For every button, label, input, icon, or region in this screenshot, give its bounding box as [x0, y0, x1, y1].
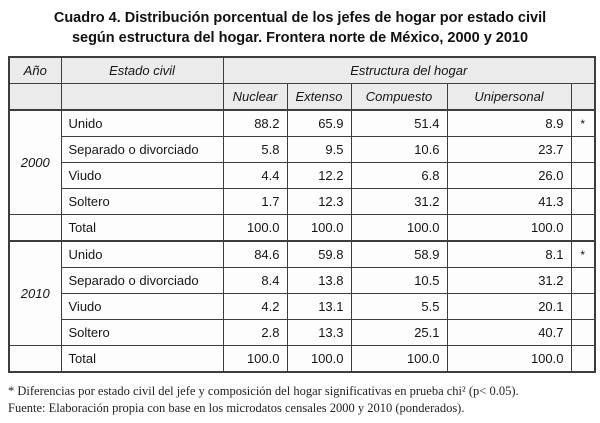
marital-status-label: Separado o divorciado — [60, 267, 224, 294]
data-table: Año Estado civil Estructura del hogar Nu… — [8, 56, 596, 373]
total-label: Total — [60, 214, 224, 242]
total-extenso: 100.0 — [286, 214, 352, 242]
value-compuesto: 10.5 — [350, 267, 448, 294]
year-cell-empty — [8, 214, 62, 242]
significance-flag — [570, 345, 596, 373]
value-compuesto: 51.4 — [350, 109, 448, 137]
table-row: Viudo 4.2 13.1 5.5 20.1 — [9, 293, 596, 320]
value-extenso: 13.1 — [286, 293, 352, 320]
value-compuesto: 5.5 — [350, 293, 448, 320]
total-compuesto: 100.0 — [350, 214, 448, 242]
header-marital-status: Estado civil — [60, 56, 224, 84]
value-compuesto: 31.2 — [350, 188, 448, 215]
significance-flag: * — [570, 240, 596, 268]
value-extenso: 12.3 — [286, 188, 352, 215]
header-nuclear: Nuclear — [222, 83, 288, 111]
value-nuclear: 4.2 — [222, 293, 288, 320]
value-extenso: 59.8 — [286, 240, 352, 268]
header-compuesto: Compuesto — [350, 83, 448, 111]
table-row: Soltero 2.8 13.3 25.1 40.7 — [9, 319, 596, 346]
value-unipersonal: 41.3 — [446, 188, 572, 215]
value-nuclear: 8.4 — [222, 267, 288, 294]
significance-flag: * — [570, 109, 596, 137]
table-row: Separado o divorciado 8.4 13.8 10.5 31.2 — [9, 267, 596, 294]
value-nuclear: 1.7 — [222, 188, 288, 215]
marital-status-label: Separado o divorciado — [60, 136, 224, 163]
value-unipersonal: 40.7 — [446, 319, 572, 346]
total-extenso: 100.0 — [286, 345, 352, 373]
value-compuesto: 25.1 — [350, 319, 448, 346]
header-unipersonal: Unipersonal — [446, 83, 572, 111]
header-extenso: Extenso — [286, 83, 352, 111]
value-extenso: 12.2 — [286, 162, 352, 189]
significance-flag — [570, 162, 596, 189]
value-nuclear: 84.6 — [222, 240, 288, 268]
footnote-significance: * Diferencias por estado civil del jefe … — [8, 384, 519, 398]
value-extenso: 9.5 — [286, 136, 352, 163]
table-row: 2010 Unido 84.6 59.8 58.9 8.1 * — [8, 240, 596, 346]
value-nuclear: 2.8 — [222, 319, 288, 346]
total-label: Total — [60, 345, 224, 373]
table-row: Soltero 1.7 12.3 31.2 41.3 — [9, 188, 596, 215]
value-extenso: 13.8 — [286, 267, 352, 294]
significance-flag — [570, 267, 596, 294]
year-cell-2010: 2010 — [8, 240, 62, 346]
marital-status-label: Viudo — [60, 293, 224, 320]
header-row-subcolumns: Nuclear Extenso Compuesto Unipersonal — [8, 83, 596, 111]
header-structure: Estructura del hogar — [222, 56, 596, 84]
total-nuclear: 100.0 — [222, 214, 288, 242]
value-unipersonal: 26.0 — [446, 162, 572, 189]
value-nuclear: 88.2 — [222, 109, 288, 137]
value-unipersonal: 8.9 — [446, 109, 572, 137]
table-title-line2: según estructura del hogar. Frontera nor… — [71, 30, 529, 46]
significance-flag — [570, 293, 596, 320]
value-unipersonal: 23.7 — [446, 136, 572, 163]
value-extenso: 13.3 — [286, 319, 352, 346]
header-year: Año — [8, 56, 62, 84]
header-marital-empty — [60, 83, 224, 111]
marital-status-label: Viudo — [60, 162, 224, 189]
value-unipersonal: 20.1 — [446, 293, 572, 320]
total-compuesto: 100.0 — [350, 345, 448, 373]
table-row: Separado o divorciado 5.8 9.5 10.6 23.7 — [9, 136, 596, 163]
table-row: Viudo 4.4 12.2 6.8 26.0 — [9, 162, 596, 189]
value-unipersonal: 31.2 — [446, 267, 572, 294]
marital-status-label: Soltero — [60, 188, 224, 215]
value-nuclear: 4.4 — [222, 162, 288, 189]
table-title-line1: Cuadro 4. Distribución porcentual de los… — [53, 10, 547, 26]
value-compuesto: 6.8 — [350, 162, 448, 189]
significance-flag — [570, 188, 596, 215]
year-cell-2000: 2000 — [8, 109, 62, 215]
total-nuclear: 100.0 — [222, 345, 288, 373]
value-compuesto: 58.9 — [350, 240, 448, 268]
marital-status-label: Unido — [60, 240, 224, 268]
marital-status-label: Soltero — [60, 319, 224, 346]
header-flag-column — [570, 83, 596, 111]
marital-status-label: Unido — [60, 109, 224, 137]
value-compuesto: 10.6 — [350, 136, 448, 163]
total-row: Total 100.0 100.0 100.0 100.0 — [8, 345, 596, 373]
significance-flag — [570, 136, 596, 163]
value-unipersonal: 8.1 — [446, 240, 572, 268]
footnote-source: Fuente: Elaboración propia con base en l… — [8, 400, 465, 415]
footnotes: * Diferencias por estado civil del jefe … — [8, 383, 592, 416]
total-unipersonal: 100.0 — [446, 214, 572, 242]
year-cell-empty — [8, 345, 62, 373]
significance-flag — [570, 319, 596, 346]
header-year-empty — [8, 83, 62, 111]
table-row: 2000 Unido 88.2 65.9 51.4 8.9 * — [8, 109, 596, 215]
value-nuclear: 5.8 — [222, 136, 288, 163]
value-extenso: 65.9 — [286, 109, 352, 137]
total-unipersonal: 100.0 — [446, 345, 572, 373]
table-title: Cuadro 4. Distribución porcentual de los… — [8, 8, 592, 48]
significance-flag — [570, 214, 596, 242]
total-row: Total 100.0 100.0 100.0 100.0 — [8, 214, 596, 242]
header-row-groups: Año Estado civil Estructura del hogar — [8, 56, 596, 84]
